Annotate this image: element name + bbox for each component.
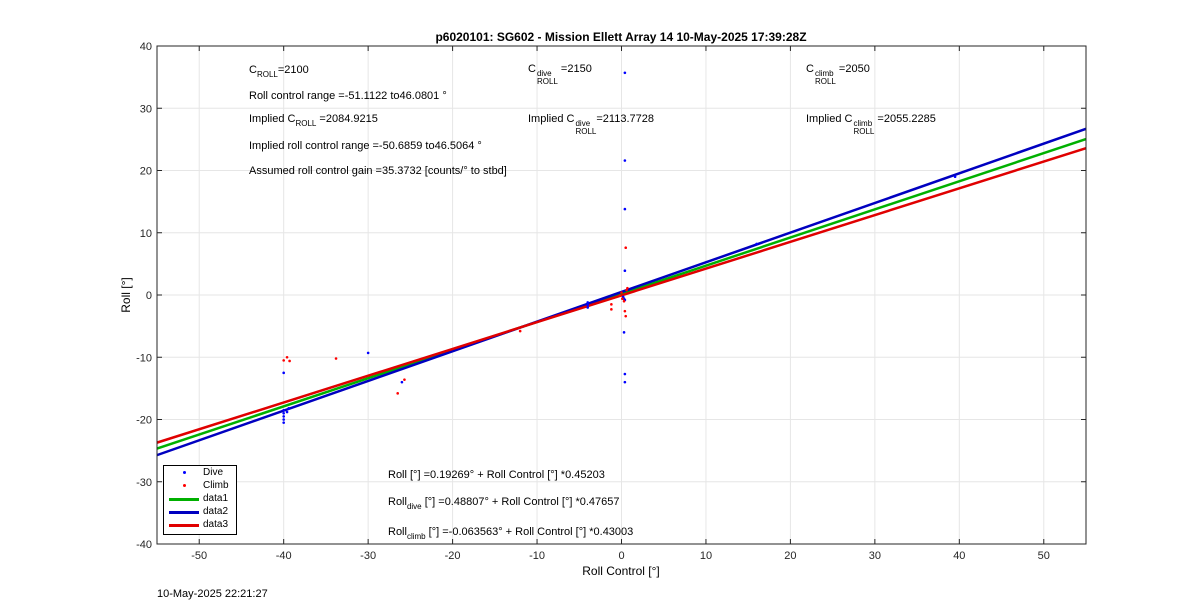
dive-point (586, 303, 590, 307)
dive-point (623, 207, 627, 211)
x-tick-label: 10 (700, 550, 712, 562)
data3-line-icon (169, 524, 199, 527)
x-tick-label: -40 (276, 550, 292, 562)
climb-point (610, 308, 613, 311)
legend-item-dive: Dive (164, 467, 236, 480)
legend-item-climb: Climb (164, 480, 236, 493)
climb-point (620, 291, 623, 294)
dive-point (366, 351, 370, 355)
gain-annotation: Assumed roll control gain =35.3732 [coun… (249, 165, 507, 177)
dive-point (586, 306, 590, 309)
x-tick-label: 40 (953, 550, 965, 562)
climb-point (610, 303, 613, 306)
climb-point (334, 357, 338, 360)
equation-dive: Rolldive [°] =0.48807° + Roll Control [°… (388, 496, 620, 511)
dive-point (623, 269, 627, 273)
x-tick-label: 50 (1038, 550, 1050, 562)
climb-point (518, 329, 522, 333)
croll-annotation: CROLL=2100 (249, 64, 309, 79)
chart-title: p6020101: SG602 - Mission Ellett Array 1… (435, 30, 806, 44)
dive-point (282, 415, 285, 418)
implied-range-annotation: Implied roll control range =-50.6859 to4… (249, 140, 482, 152)
y-tick-label: -30 (136, 477, 152, 489)
climb-point (622, 299, 626, 303)
y-tick-label: -40 (136, 539, 152, 551)
climb-marker-icon (183, 484, 186, 487)
dive-point (285, 410, 289, 414)
climb-point (624, 246, 628, 249)
y-tick-label: -10 (136, 352, 152, 364)
dive-point (586, 301, 590, 304)
legend: Dive Climb data1 data2 data3 (163, 465, 237, 535)
legend-item-data1: data1 (164, 493, 236, 506)
footer-timestamp: 10-May-2025 22:21:27 (157, 588, 268, 600)
y-axis-label: Roll [°] (119, 277, 133, 312)
dive-point (400, 380, 404, 384)
x-tick-label: -50 (191, 550, 207, 562)
dive-point (622, 331, 626, 334)
x-tick-label: -10 (529, 550, 545, 562)
data2-line-icon (169, 511, 199, 514)
data1-line-icon (169, 498, 199, 501)
dive-point (282, 408, 285, 412)
climb-point (396, 392, 399, 395)
series-layer (156, 71, 1087, 457)
dive-point (953, 175, 957, 179)
dive-point (282, 421, 285, 424)
y-tick-label: 10 (140, 228, 152, 240)
legend-item-data3: data3 (164, 519, 236, 532)
y-tick-label: 40 (140, 41, 152, 53)
dive-point (282, 418, 285, 421)
tick-layer: -50 -40 -30 -20 -10 0 10 20 30 40 50 -40 -30 -20 -10 0 1… (136, 41, 1086, 562)
x-tick-label: 30 (869, 550, 881, 562)
climb-point (403, 378, 406, 381)
climb-point (623, 309, 627, 313)
roll-range-annotation: Roll control range =-51.1122 to46.0801 ° (249, 90, 447, 102)
y-tick-label: 30 (140, 103, 152, 115)
climb-point (282, 359, 285, 362)
climb-point (621, 297, 624, 301)
dive-point (623, 380, 627, 384)
x-axis-label: Roll Control [°] (582, 564, 660, 578)
x-tick-label: -20 (445, 550, 461, 562)
dive-point (287, 406, 291, 410)
climb-point (626, 286, 629, 290)
x-tick-label: 0 (618, 550, 624, 562)
dive-point (623, 372, 627, 376)
dive-marker-icon (183, 471, 186, 474)
climb-point (624, 314, 628, 318)
dive-point (755, 242, 758, 246)
dive-point (623, 71, 627, 75)
y-tick-label: -20 (136, 415, 152, 427)
legend-item-data2: data2 (164, 506, 236, 519)
x-tick-label: -30 (360, 550, 376, 562)
dive-point (623, 159, 627, 162)
dive-point (282, 411, 285, 415)
climb-point (288, 359, 291, 363)
y-tick-label: 0 (146, 290, 152, 302)
climb-point (285, 355, 289, 359)
climb-point (618, 294, 622, 297)
equation-climb: Rollclimb [°] =-0.063563° + Roll Control… (388, 526, 634, 541)
implied-croll-annotation: Implied CROLL =2084.9215 (249, 113, 378, 128)
y-tick-label: 20 (140, 166, 152, 178)
x-tick-label: 20 (784, 550, 796, 562)
dive-point (282, 371, 285, 375)
data3-fit-line (156, 146, 1087, 444)
equation-all: Roll [°] =0.19269° + Roll Control [°] *0… (388, 469, 605, 481)
